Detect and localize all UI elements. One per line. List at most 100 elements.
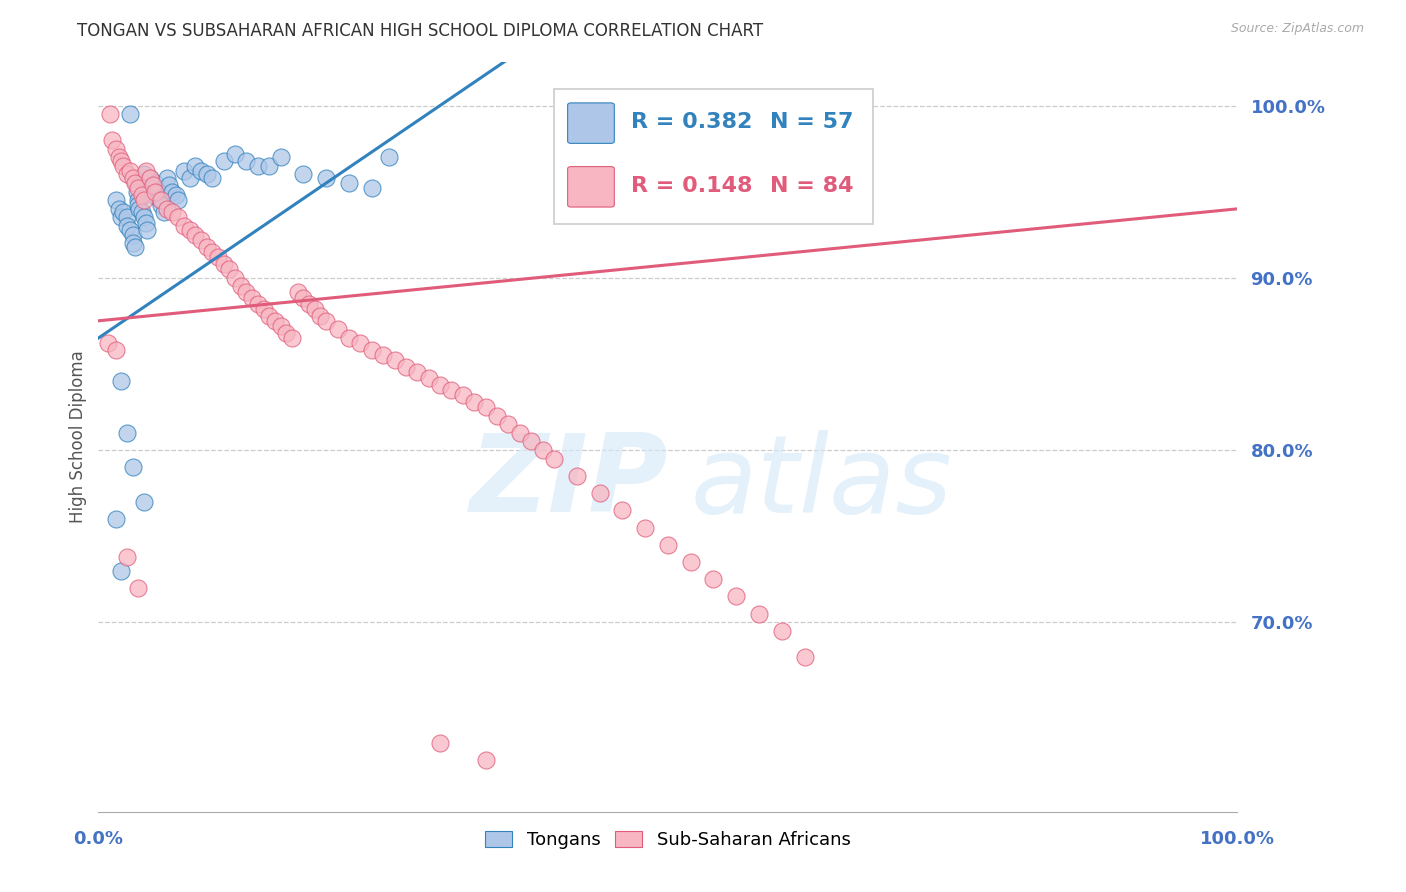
Point (612, 503, 634, 517)
Point (793, 649, 815, 664)
Point (246, 296, 269, 310)
Point (406, 366, 429, 380)
Point (104, 343, 127, 357)
Point (173, 164, 195, 178)
Point (292, 292, 315, 306)
Point (115, 219, 138, 233)
Point (520, 434, 543, 449)
Point (184, 227, 207, 242)
Point (326, 322, 349, 336)
Point (110, 211, 132, 225)
Point (101, 133, 124, 147)
Point (124, 176, 146, 190)
Point (104, 142, 127, 156)
Point (132, 494, 155, 508)
Point (131, 205, 153, 219)
Point (748, 607, 770, 621)
Point (565, 468, 588, 483)
Point (474, 753, 496, 767)
Point (142, 188, 165, 202)
Point (115, 425, 138, 440)
Point (120, 222, 142, 236)
Text: R = 0.382: R = 0.382 (631, 112, 752, 132)
Point (240, 292, 263, 306)
Point (127, 193, 149, 207)
Point (167, 211, 190, 225)
Point (145, 176, 167, 190)
Point (162, 205, 184, 219)
Point (190, 233, 212, 247)
Point (498, 417, 520, 432)
Point (184, 159, 207, 173)
Point (298, 296, 321, 310)
Point (139, 181, 162, 195)
Legend: Tongans, Sub-Saharan Africans: Tongans, Sub-Saharan Africans (478, 824, 858, 856)
Point (136, 222, 159, 236)
Point (287, 285, 309, 299)
Point (770, 624, 793, 638)
Point (165, 188, 187, 202)
Text: 100.0%: 100.0% (1199, 830, 1275, 848)
Y-axis label: High School Diploma: High School Diploma (69, 351, 87, 524)
Point (451, 388, 474, 402)
Point (127, 581, 149, 595)
Point (150, 198, 173, 212)
Point (259, 159, 281, 173)
Text: ZIP: ZIP (470, 429, 668, 535)
Point (138, 170, 160, 185)
Point (190, 164, 212, 178)
Text: N = 57: N = 57 (770, 112, 853, 132)
Point (395, 360, 418, 375)
Point (195, 168, 218, 182)
Point (132, 168, 155, 182)
Point (135, 216, 157, 230)
Point (162, 185, 184, 199)
Point (115, 211, 138, 225)
FancyBboxPatch shape (568, 103, 614, 144)
Point (588, 486, 610, 500)
Point (360, 343, 382, 357)
Text: N = 84: N = 84 (770, 176, 853, 196)
Point (115, 549, 138, 564)
Point (157, 178, 180, 192)
Text: Source: ZipAtlas.com: Source: ZipAtlas.com (1230, 22, 1364, 36)
Point (121, 460, 143, 475)
Point (125, 176, 148, 190)
Point (124, 240, 146, 254)
FancyBboxPatch shape (554, 88, 873, 224)
Point (384, 353, 406, 368)
Point (270, 150, 292, 164)
Point (115, 168, 138, 182)
Point (360, 181, 382, 195)
Point (121, 236, 143, 251)
Point (246, 159, 269, 173)
Point (138, 170, 160, 185)
Point (337, 176, 360, 190)
Point (201, 170, 224, 185)
Point (135, 164, 157, 178)
Point (195, 240, 218, 254)
Point (128, 202, 150, 216)
Point (207, 250, 229, 264)
Point (120, 164, 142, 178)
Point (132, 211, 155, 225)
Point (229, 279, 252, 293)
Point (110, 564, 132, 578)
Point (150, 193, 173, 207)
Point (292, 168, 315, 182)
Point (179, 170, 201, 185)
Point (110, 153, 132, 168)
Point (509, 425, 531, 440)
Point (156, 202, 179, 216)
Point (429, 736, 451, 750)
Point (235, 285, 257, 299)
Point (634, 520, 657, 534)
Point (112, 159, 135, 173)
Point (127, 181, 149, 195)
Point (418, 370, 440, 384)
Point (702, 572, 724, 586)
Point (259, 309, 281, 323)
Point (145, 185, 167, 199)
Point (264, 314, 287, 328)
Point (337, 331, 360, 345)
